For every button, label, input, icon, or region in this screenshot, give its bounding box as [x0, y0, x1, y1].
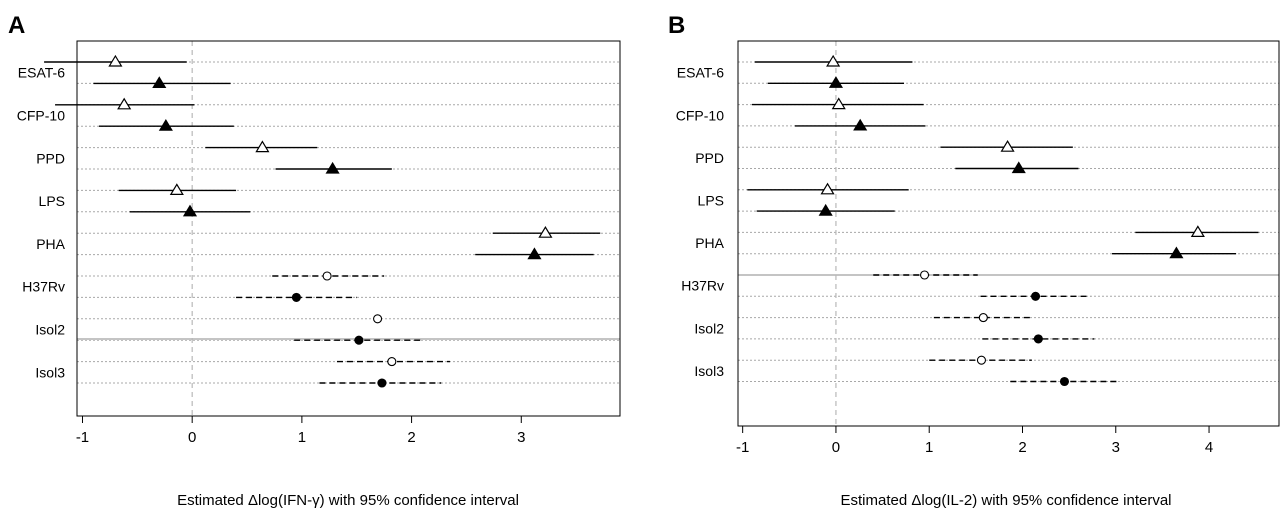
- category-label: LPS: [698, 192, 724, 208]
- category-label: PPD: [36, 150, 65, 166]
- category-label: Isol2: [35, 322, 65, 338]
- open-circle-marker: [387, 357, 397, 367]
- filled-circle-marker: [1059, 376, 1070, 387]
- panel-a-forest-plot: -1 0 1 2 3 ESAT-6 CFP-10 PPD LPS PHA H37Rv Isol2 Iso…: [17, 40, 621, 509]
- filled-triangle-marker: [152, 76, 167, 89]
- open-triangle-marker: [820, 182, 835, 195]
- filled-triangle-marker: [828, 76, 843, 88]
- open-circle-marker: [976, 355, 987, 365]
- filled-triangle-marker: [527, 247, 542, 260]
- category-label: ESAT-6: [677, 65, 724, 81]
- x-tick-label: 0: [832, 439, 840, 456]
- filled-circle-marker: [354, 335, 364, 345]
- open-circle-marker: [373, 314, 383, 324]
- filled-circle-marker: [291, 292, 301, 302]
- filled-circle-marker: [1031, 291, 1041, 301]
- panel-b-forest-plot: -1 0 1 2 3 4 ESAT-6 CFP-10 PPD LPS PHA H37Rv Isol2 Is…: [676, 40, 1280, 509]
- plot-frame: [76, 40, 621, 417]
- open-triangle-marker: [1190, 225, 1205, 237]
- open-triangle-marker: [108, 54, 123, 67]
- x-axis-label: Estimated Δlog(IL-2) with 95% confidence…: [840, 492, 1171, 509]
- x-tick-label: -1: [736, 439, 749, 456]
- x-tick-label: 3: [1112, 439, 1120, 456]
- filled-triangle-marker: [853, 118, 868, 131]
- panel-letter-b: B: [668, 12, 685, 39]
- open-circle-marker: [322, 271, 332, 281]
- category-label: ESAT-6: [18, 65, 65, 81]
- category-label: CFP-10: [676, 107, 724, 123]
- open-triangle-marker: [117, 97, 132, 110]
- x-axis-label: Estimated Δlog(IFN-γ) with 95% confidenc…: [177, 492, 519, 509]
- open-triangle-marker: [538, 226, 553, 238]
- x-tick-label: 1: [298, 429, 306, 446]
- category-label: H37Rv: [681, 278, 724, 294]
- category-label: PHA: [695, 235, 724, 251]
- category-label: H37Rv: [22, 279, 65, 295]
- filled-circle-marker: [377, 378, 387, 388]
- open-triangle-marker: [255, 140, 270, 153]
- filled-circle-marker: [1033, 334, 1043, 344]
- panel-letter-a: A: [8, 12, 25, 39]
- x-tick-label: 3: [517, 429, 525, 446]
- filled-triangle-marker: [818, 203, 833, 216]
- open-triangle-marker: [826, 54, 841, 67]
- filled-triangle-marker: [1011, 161, 1026, 174]
- category-label: PHA: [36, 236, 65, 252]
- x-tick-label: 4: [1205, 439, 1213, 456]
- x-tick-label: 0: [188, 429, 196, 446]
- category-label: Isol2: [694, 320, 724, 336]
- plot-frame: [737, 40, 1280, 427]
- filled-triangle-marker: [182, 204, 198, 217]
- open-circle-marker: [978, 313, 988, 323]
- x-tick-label: 2: [407, 429, 415, 446]
- category-label: Isol3: [35, 364, 65, 380]
- category-label: Isol3: [694, 363, 724, 379]
- category-label: LPS: [39, 193, 65, 209]
- x-tick-label: 2: [1018, 439, 1026, 456]
- open-triangle-marker: [831, 97, 846, 110]
- category-label: CFP-10: [17, 108, 65, 124]
- filled-triangle-marker: [325, 161, 340, 174]
- category-label: PPD: [695, 150, 724, 166]
- filled-triangle-marker: [1169, 246, 1184, 259]
- open-triangle-marker: [169, 183, 184, 195]
- open-triangle-marker: [1000, 140, 1015, 152]
- open-circle-marker: [920, 270, 930, 280]
- x-tick-label: -1: [76, 429, 89, 446]
- filled-triangle-marker: [158, 119, 173, 131]
- x-tick-label: 1: [925, 439, 933, 456]
